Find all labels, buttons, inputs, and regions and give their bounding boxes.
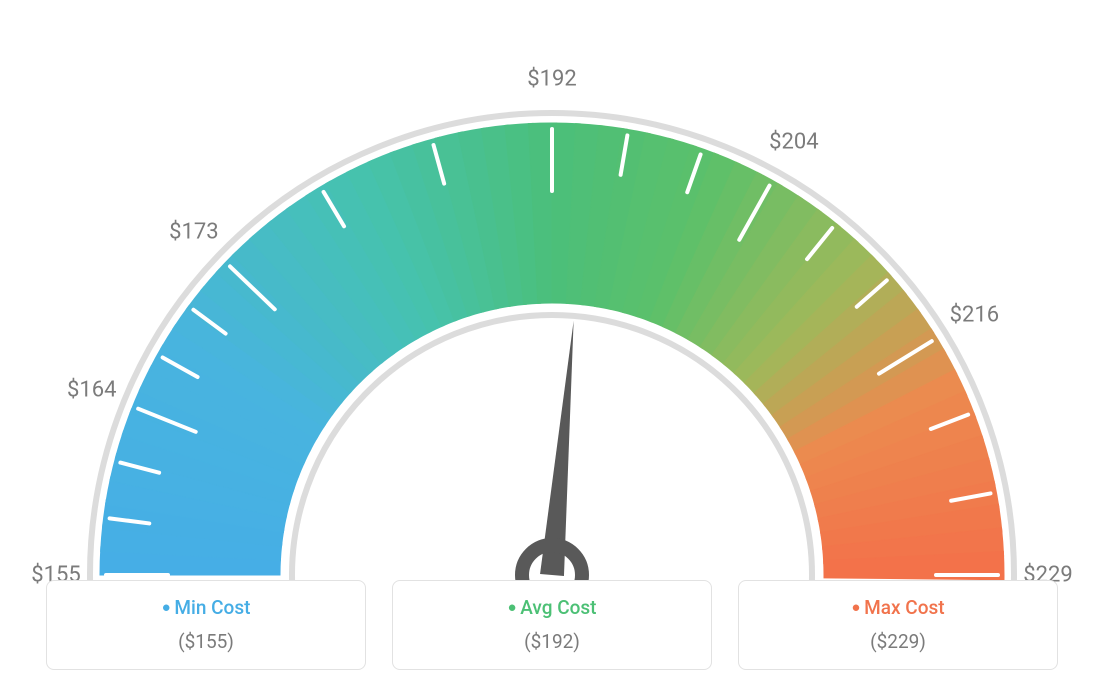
legend-card-max: Max Cost ($229): [738, 580, 1058, 670]
gauge-chart: $155$164$173$192$204$216$229: [0, 0, 1104, 580]
gauge-tick-label: $164: [67, 378, 116, 403]
legend-title: Max Cost: [749, 595, 1047, 622]
gauge-tick-label: $173: [169, 219, 218, 244]
legend-card-avg: Avg Cost ($192): [392, 580, 712, 670]
legend-card-min: Min Cost ($155): [46, 580, 366, 670]
legend-value: ($229): [749, 630, 1047, 653]
gauge-svg: [0, 20, 1104, 600]
gauge-tick-label: $192: [527, 67, 576, 92]
gauge-tick-label: $204: [769, 129, 818, 154]
legend-value: ($192): [403, 630, 701, 653]
legend-title: Avg Cost: [403, 595, 701, 622]
legend-title: Min Cost: [57, 595, 355, 622]
gauge-tick-label: $216: [950, 302, 999, 327]
legend-row: Min Cost ($155) Avg Cost ($192) Max Cost ($22…: [0, 580, 1104, 670]
legend-value: ($155): [57, 630, 355, 653]
